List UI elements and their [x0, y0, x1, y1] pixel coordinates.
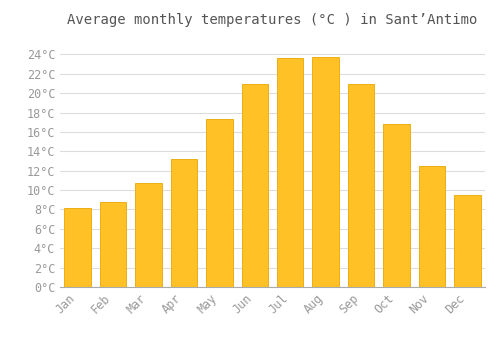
Bar [64, 208, 91, 287]
Bar [206, 119, 233, 287]
Bar [100, 202, 126, 287]
Bar [170, 159, 197, 287]
Bar [454, 195, 480, 287]
Bar [348, 84, 374, 287]
Bar [312, 57, 339, 287]
Bar [277, 58, 303, 287]
Bar [136, 183, 162, 287]
Bar [383, 124, 409, 287]
Title: Average monthly temperatures (°C ) in Sant’Antimo: Average monthly temperatures (°C ) in Sa… [68, 13, 478, 27]
Bar [242, 84, 268, 287]
Bar [418, 166, 445, 287]
